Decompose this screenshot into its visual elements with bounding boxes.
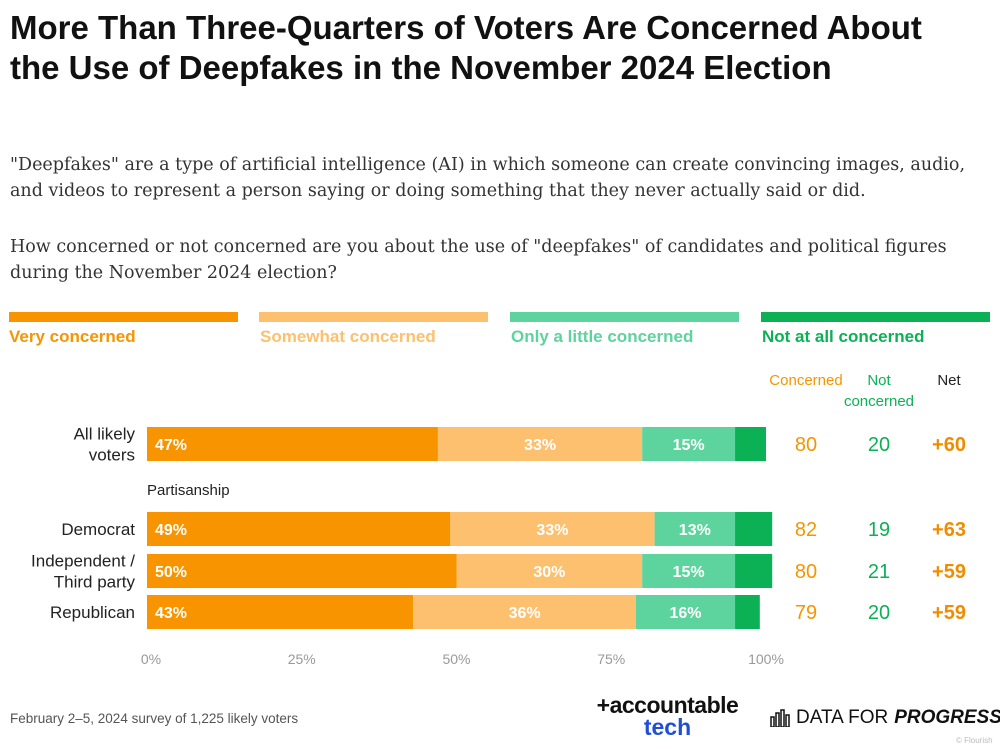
bar-segment-very: [147, 512, 451, 546]
row-label: All likely: [74, 425, 136, 444]
legend-swatch-very: [9, 312, 238, 322]
bar-value-label: 33%: [524, 437, 556, 454]
chart-subtitle: "Deepfakes" are a type of artificial int…: [10, 155, 966, 201]
bar-value-label: 13%: [679, 522, 711, 539]
row-label: Republican: [50, 603, 135, 622]
row-label: voters: [89, 446, 135, 465]
bar-value-label: 36%: [509, 605, 541, 622]
bar-value-label: 30%: [533, 564, 565, 581]
accountable-logo-line2: tech: [643, 714, 692, 740]
concerned-value: 82: [795, 519, 817, 541]
bar-segment-notatall: [735, 595, 760, 629]
bar-segment-somewhat: [437, 427, 643, 461]
bar-value-label: 50%: [155, 564, 187, 581]
row-label: Third party: [54, 573, 136, 592]
x-tick-label: 50%: [442, 651, 470, 667]
group-label: Partisanship: [147, 482, 230, 499]
net-value: +63: [932, 519, 966, 541]
bar-value-label: 47%: [155, 437, 187, 454]
concerned-value: 80: [795, 561, 817, 583]
chart-title: More Than Three-Quarters of Voters Are C…: [10, 9, 922, 86]
x-tick-label: 0%: [141, 651, 161, 667]
not-concerned-value: 19: [868, 519, 890, 541]
bar-segment-notatall: [735, 512, 773, 546]
bar-value-label: 49%: [155, 522, 187, 539]
summary-header-not_concerned: concerned: [844, 393, 914, 410]
not-concerned-value: 20: [868, 602, 890, 624]
legend-label-little: Only a little concerned: [511, 327, 694, 346]
survey-question: How concerned or not concerned are you a…: [10, 237, 947, 283]
bar-value-label: 33%: [536, 522, 568, 539]
bar-segment-notatall: [735, 427, 766, 461]
net-value: +59: [932, 602, 966, 624]
legend-label-very: Very concerned: [9, 327, 136, 346]
bar-segment-very: [147, 427, 438, 461]
summary-header-not_concerned: Not: [867, 372, 891, 389]
not-concerned-value: 21: [868, 561, 890, 583]
x-tick-label: 75%: [597, 651, 625, 667]
row-label: Democrat: [61, 520, 135, 539]
row-label: Independent /: [31, 552, 135, 571]
bar-segment-very: [147, 595, 414, 629]
bar-value-label: 16%: [670, 605, 702, 622]
legend-label-somewhat: Somewhat concerned: [260, 327, 436, 346]
watermark: © Flourish: [956, 736, 993, 745]
concerned-value: 79: [795, 602, 817, 624]
bar-segment-little: [642, 554, 736, 588]
bar-value-label: 15%: [673, 564, 705, 581]
accountable-tech-logo: +accountable tech: [575, 692, 760, 740]
bar-segment-little: [636, 595, 736, 629]
accountable-logo-line1: +accountable: [596, 692, 739, 718]
concerned-value: 80: [795, 434, 817, 456]
net-value: +60: [932, 434, 966, 456]
bar-segment-somewhat: [413, 595, 637, 629]
legend-swatch-somewhat: [259, 312, 488, 322]
data-for-progress-logo: DATA FOR PROGRESS: [770, 707, 1000, 729]
x-tick-label: 25%: [288, 651, 316, 667]
bar-chart-icon: [770, 709, 790, 727]
bar-value-label: 43%: [155, 605, 187, 622]
bar-segment-little: [642, 427, 736, 461]
summary-header-concerned: Concerned: [769, 372, 842, 389]
bar-segment-notatall: [735, 554, 773, 588]
legend-label-notatall: Not at all concerned: [762, 327, 925, 346]
footer-source-note: February 2–5, 2024 survey of 1,225 likel…: [10, 711, 299, 726]
x-tick-label: 100%: [748, 651, 784, 667]
dfp-logo-regular: DATA FOR: [796, 707, 889, 728]
bar-segment-very: [147, 554, 457, 588]
bar-segment-somewhat: [450, 512, 655, 546]
net-value: +59: [932, 561, 966, 583]
bar-value-label: 15%: [673, 437, 705, 454]
dfp-logo-strong: PROGRESS: [894, 707, 1000, 728]
legend-swatch-little: [510, 312, 739, 322]
summary-header-net: Net: [937, 372, 961, 389]
legend-swatch-notatall: [761, 312, 990, 322]
not-concerned-value: 20: [868, 434, 890, 456]
bar-segment-little: [654, 512, 736, 546]
bar-segment-somewhat: [456, 554, 643, 588]
